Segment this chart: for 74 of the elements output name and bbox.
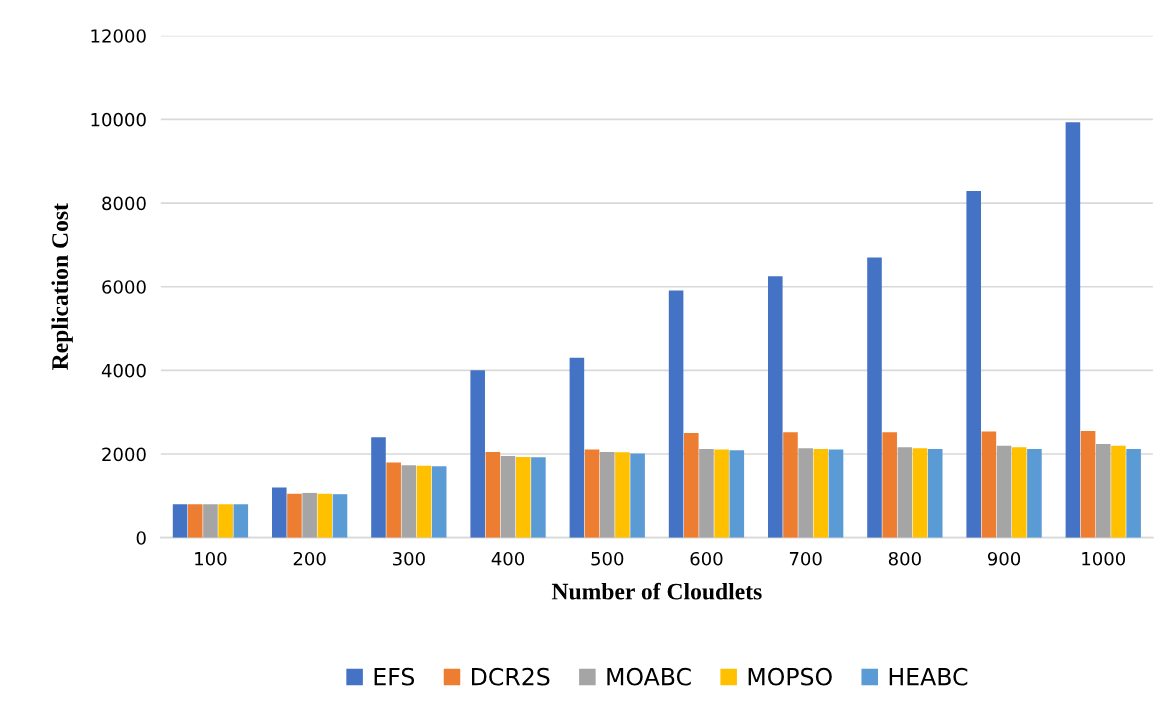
legend-label: EFS <box>374 667 415 686</box>
bar <box>172 504 188 538</box>
bar <box>996 445 1012 538</box>
x-tick-label: 1000 <box>1082 551 1126 566</box>
x-tick-label: 600 <box>690 551 723 566</box>
bar <box>1027 449 1042 538</box>
bar <box>218 504 233 538</box>
bar <box>699 449 714 538</box>
bar <box>768 276 783 538</box>
bar <box>187 504 203 538</box>
y-tick-label: 10000 <box>91 112 146 127</box>
x-tick-label: 300 <box>392 551 425 566</box>
x-tick-label: 800 <box>888 551 921 566</box>
x-axis-title: Number of Cloudlets <box>551 582 762 600</box>
bar <box>203 504 218 538</box>
x-tick-label: 900 <box>987 551 1021 566</box>
bar <box>1065 122 1081 538</box>
bar <box>630 453 645 538</box>
bar <box>233 504 249 538</box>
bar <box>981 431 997 538</box>
bar <box>615 452 630 538</box>
legend-label: MOABC <box>607 667 691 686</box>
bar <box>683 433 699 538</box>
bar <box>798 448 813 538</box>
y-tick-label: 12000 <box>91 29 146 43</box>
bar <box>897 447 913 538</box>
bar <box>271 487 287 538</box>
bar <box>500 456 516 538</box>
y-axis-title: Replication Cost <box>51 203 73 370</box>
bar <box>302 492 317 538</box>
bar <box>431 466 447 538</box>
bar <box>912 448 928 538</box>
y-tick-label: 6000 <box>102 280 146 294</box>
bar <box>584 449 600 538</box>
bar <box>599 451 615 538</box>
bar <box>332 494 348 538</box>
bar <box>867 257 882 538</box>
y-tick-label: 8000 <box>102 196 146 211</box>
bar <box>813 449 829 538</box>
bar <box>966 190 981 538</box>
bar <box>927 449 943 538</box>
bar <box>882 432 897 538</box>
legend-label: DCR2S <box>472 667 550 686</box>
bar <box>515 456 531 538</box>
legend-label: MOPSO <box>748 667 832 686</box>
bar <box>783 432 798 538</box>
bar <box>531 457 546 538</box>
bar <box>668 290 684 538</box>
bar <box>1111 445 1126 538</box>
bar <box>1011 447 1027 538</box>
bar <box>1126 449 1141 538</box>
y-tick-label: 0 <box>136 531 146 545</box>
bar <box>828 449 844 538</box>
y-tick-label: 4000 <box>101 363 146 378</box>
bar <box>729 450 745 538</box>
y-tick-label: 2000 <box>102 447 146 462</box>
x-tick-label: 700 <box>789 551 822 566</box>
bar <box>1095 443 1111 538</box>
legend-label: HEABC <box>889 667 968 686</box>
bar <box>714 449 729 538</box>
x-tick-label: 200 <box>293 551 326 566</box>
bar <box>371 437 386 538</box>
bar <box>470 370 485 538</box>
bar <box>317 493 333 538</box>
bar <box>416 465 432 538</box>
bar <box>1080 431 1096 538</box>
x-tick-label: 100 <box>195 551 227 566</box>
bar <box>287 493 302 538</box>
x-tick-label: 500 <box>591 551 624 566</box>
bar <box>386 462 401 538</box>
bar <box>569 357 585 538</box>
x-tick-label: 400 <box>491 551 525 566</box>
bar <box>485 451 501 538</box>
bar <box>401 465 417 538</box>
